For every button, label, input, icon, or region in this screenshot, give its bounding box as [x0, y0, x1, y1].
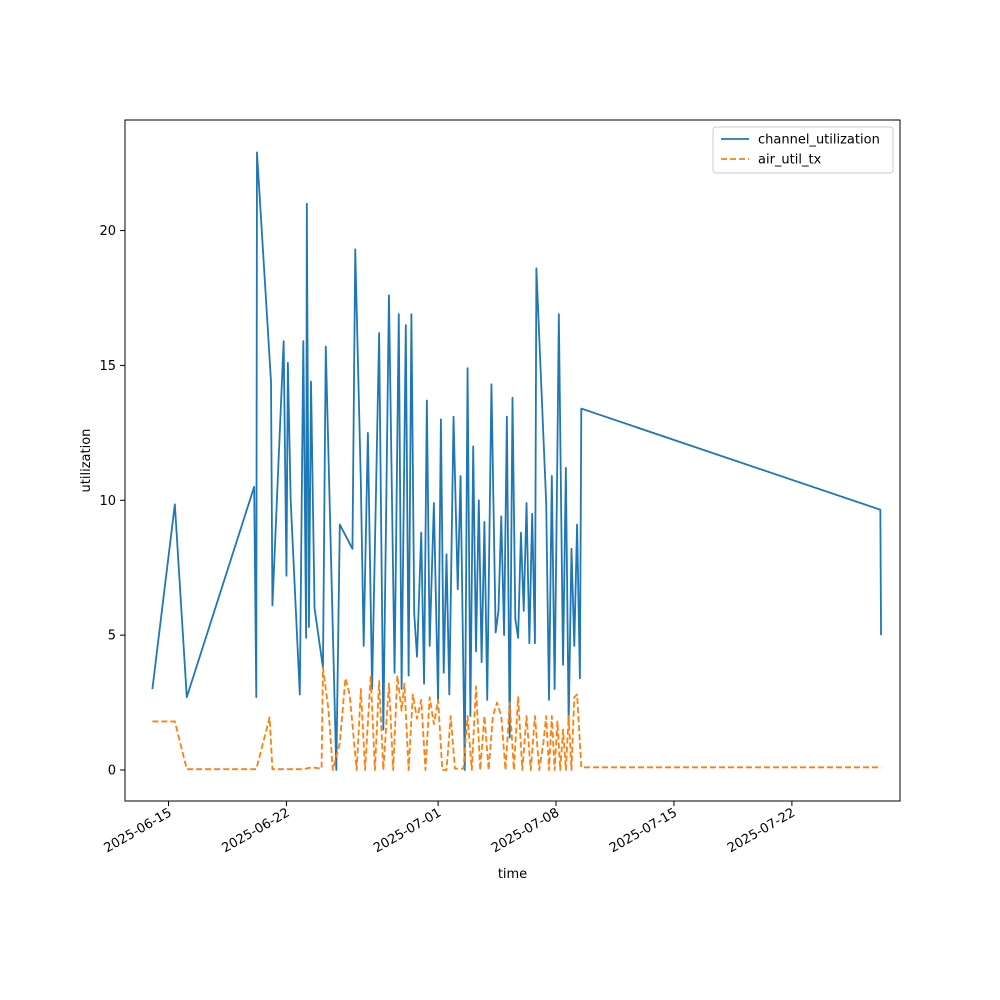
y-tick-label: 10 — [99, 494, 116, 509]
axes-frame — [124, 119, 901, 802]
y-axis-label: utilization — [79, 429, 94, 493]
series-lines — [151, 151, 882, 771]
legend: channel_utilization air_util_tx — [712, 126, 894, 174]
series-line-air-util-tx — [152, 666, 882, 771]
y-tick-label: 20 — [99, 224, 116, 239]
legend-label: air_util_tx — [758, 153, 822, 168]
legend-box — [712, 126, 894, 174]
y-tick-label: 0 — [108, 763, 116, 778]
legend-label: channel_utilization — [758, 133, 880, 148]
y-tick-label: 15 — [99, 359, 116, 374]
series-line-channel-utilization — [151, 151, 882, 771]
y-tick-label: 5 — [108, 629, 116, 644]
x-axis-label: time — [498, 867, 527, 882]
y-axis: 0 5 10 15 20 — [99, 224, 125, 778]
